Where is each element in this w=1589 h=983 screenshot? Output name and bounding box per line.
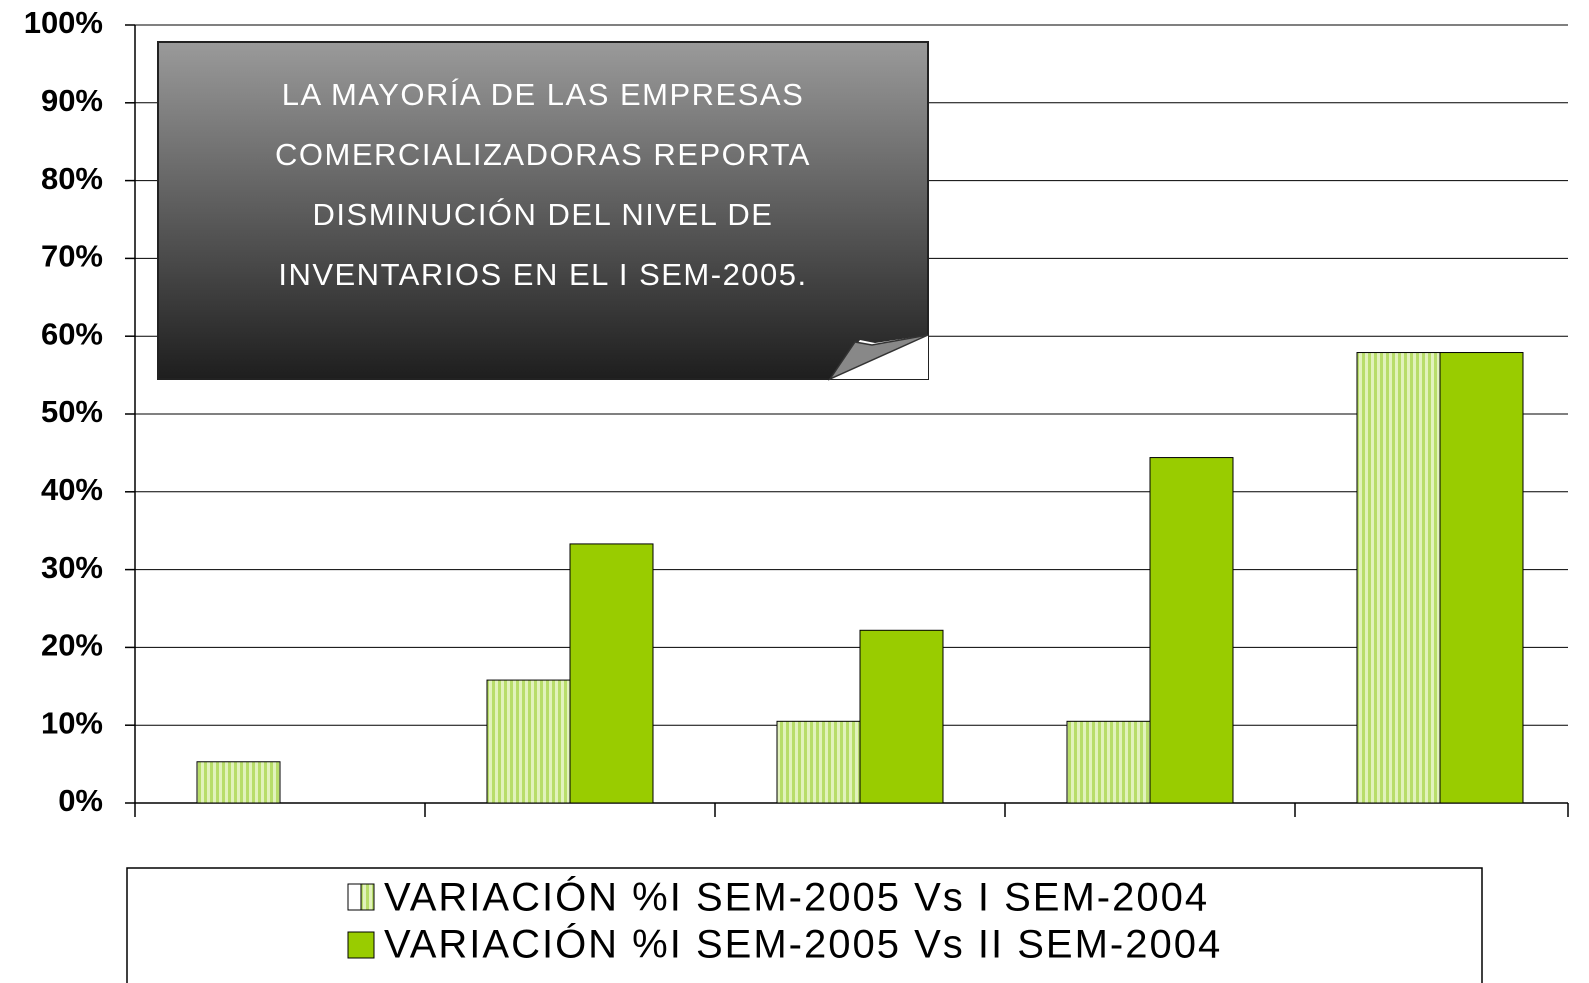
y-tick-label: 100% (24, 5, 103, 40)
annotation-line: LA MAYORÍA DE LAS EMPRESAS (282, 77, 805, 112)
bar (569, 543, 654, 804)
legend-swatch (347, 931, 375, 959)
y-tick-label: 0% (58, 783, 103, 818)
y-tick-label: 80% (41, 161, 103, 196)
bar (196, 761, 281, 804)
legend: VARIACIÓN %I SEM-2005 Vs I SEM-2004 VARI… (126, 867, 1483, 983)
callout-fold (827, 334, 929, 381)
bar (1149, 457, 1234, 804)
legend-label: VARIACIÓN %I SEM-2005 Vs I SEM-2004 (384, 875, 1209, 920)
y-tick-label: 70% (41, 239, 103, 274)
y-tick-label: 40% (41, 472, 103, 507)
y-tick-label: 30% (41, 550, 103, 585)
legend-box (126, 867, 1483, 983)
y-tick-label: 10% (41, 705, 103, 740)
bar (859, 629, 944, 804)
annotation-line: INVENTARIOS EN EL I SEM-2005. (278, 257, 807, 292)
y-tick-label: 50% (41, 394, 103, 429)
bar (1066, 720, 1151, 804)
legend-swatch-part (347, 883, 362, 911)
bar (486, 679, 571, 804)
y-tick-label: 20% (41, 628, 103, 663)
bar (776, 720, 861, 804)
annotation-line: COMERCIALIZADORAS REPORTA (275, 137, 811, 172)
y-tick-label: 90% (41, 83, 103, 118)
bar (1439, 352, 1524, 804)
callout: LA MAYORÍA DE LAS EMPRESAS COMERCIALIZAD… (157, 41, 929, 381)
plot-area: 0% 10% 20% 30% 40% 50% 60% 70% 80% 90% 100% (24, 5, 1569, 818)
annotation-line: DISMINUCIÓN DEL NIVEL DE (313, 197, 774, 232)
y-tick-label: 60% (41, 316, 103, 351)
bar (1356, 352, 1441, 804)
legend-label: VARIACIÓN %I SEM-2005 Vs II SEM-2004 (384, 922, 1222, 967)
callout-box (157, 41, 929, 380)
